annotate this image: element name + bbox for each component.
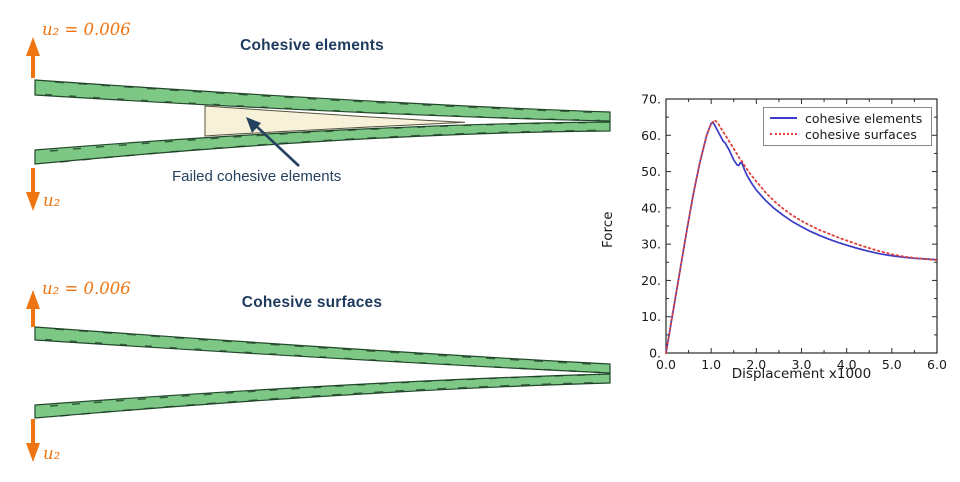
arrow-down-icon bbox=[26, 192, 40, 211]
bottom-diagram-load-arrows bbox=[26, 290, 40, 462]
y-tick-label: 10. bbox=[641, 309, 661, 324]
arrow-down-icon bbox=[26, 443, 40, 462]
y-tick-label: 70. bbox=[641, 92, 661, 107]
top-load-value-label: u₂ = 0.006 bbox=[42, 20, 131, 39]
x-axis-label: Displacement x1000 bbox=[731, 366, 872, 382]
y-tick-label: 40. bbox=[641, 200, 661, 215]
x-tick-label: 5.0 bbox=[882, 357, 902, 372]
annotation-arrowhead-icon bbox=[246, 117, 261, 133]
y-tick-label: 0. bbox=[649, 346, 661, 361]
annotation-arrow bbox=[246, 117, 300, 167]
beam-diagrams bbox=[26, 37, 611, 462]
dotted-line-sample-icon bbox=[770, 133, 797, 135]
top-diagram-load-arrows bbox=[26, 37, 40, 211]
legend-item: cohesive surfaces bbox=[770, 126, 925, 142]
solid-line-sample-icon bbox=[770, 117, 797, 119]
top-diagram-title: Cohesive elements bbox=[240, 37, 384, 54]
top-load-symbol-label: u₂ bbox=[43, 191, 61, 210]
x-tick-label: 3.0 bbox=[792, 357, 812, 372]
curve-cohesive-surfaces bbox=[665, 119, 938, 354]
mesh-edge-marks-bottom bbox=[44, 328, 601, 417]
y-tick-label: 60. bbox=[641, 128, 661, 143]
bottom-diagram-upper-beam bbox=[34, 326, 611, 374]
force-displacement-chart: 0.0 1.0 2.0 3.0 4.0 5.0 6.0 0. 10. 20. 30. 40. 50. 60… bbox=[615, 75, 960, 405]
legend-item: cohesive elements bbox=[770, 110, 925, 126]
x-tick-label: 1.0 bbox=[701, 357, 721, 372]
legend: cohesive elements cohesive surfaces bbox=[763, 107, 932, 146]
arrow-up-icon bbox=[26, 37, 40, 56]
chart-canvas: 0.0 1.0 2.0 3.0 4.0 5.0 6.0 0. 10. 20. 30. 40. 50. 60… bbox=[641, 92, 947, 373]
y-tick-label: 50. bbox=[641, 164, 661, 179]
x-tick-label: 2.0 bbox=[746, 357, 766, 372]
legend-label: cohesive surfaces bbox=[805, 126, 917, 142]
bottom-diagram-title: Cohesive surfaces bbox=[241, 294, 383, 311]
x-tick-label: 0.0 bbox=[656, 357, 676, 372]
mesh-edge-marks bbox=[44, 81, 601, 163]
bottom-load-symbol-label: u₂ bbox=[43, 444, 61, 463]
x-tick-label: 6.0 bbox=[927, 357, 947, 372]
y-tick-label: 30. bbox=[641, 237, 661, 252]
failed-cohesive-zone bbox=[204, 105, 466, 137]
y-tick-label: 20. bbox=[641, 273, 661, 288]
y-axis-label: Force bbox=[600, 211, 616, 248]
bottom-diagram-lower-beam bbox=[34, 373, 611, 419]
arrow-up-icon bbox=[26, 290, 40, 309]
bottom-load-value-label: u₂ = 0.006 bbox=[42, 279, 131, 298]
failed-elements-annotation: Failed cohesive elements bbox=[172, 168, 342, 185]
curve-cohesive-elements bbox=[665, 122, 938, 354]
legend-label: cohesive elements bbox=[805, 110, 923, 126]
x-tick-label: 4.0 bbox=[837, 357, 857, 372]
